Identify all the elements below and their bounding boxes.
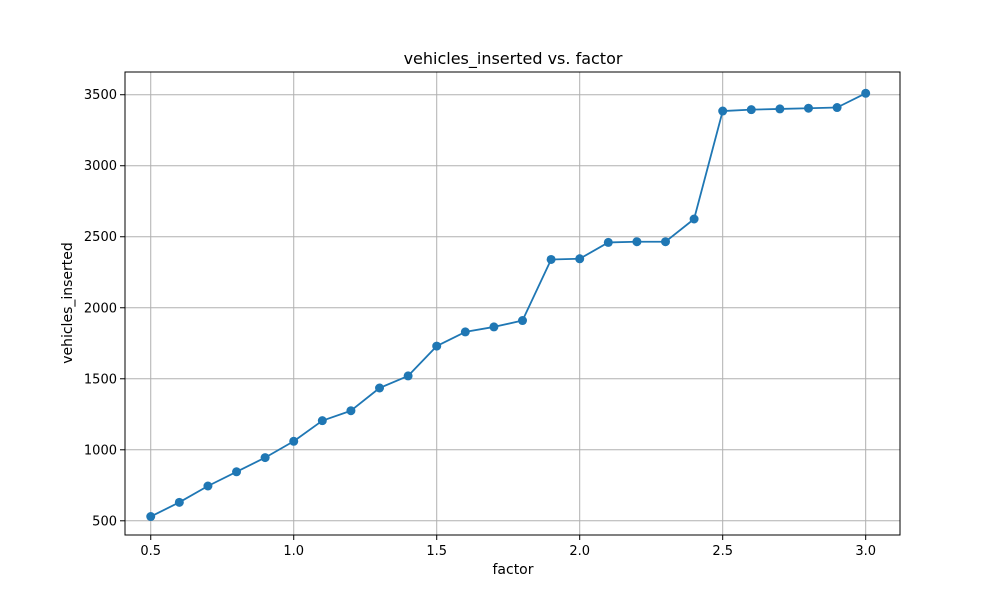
data-point (375, 383, 385, 393)
data-point (203, 481, 213, 491)
data-point (289, 436, 299, 446)
data-point (861, 88, 871, 98)
data-point (660, 237, 670, 247)
plot-frame (124, 71, 901, 536)
data-point (432, 341, 442, 351)
data-point (346, 406, 356, 416)
series-line (150, 92, 867, 518)
data-point (460, 327, 470, 337)
y-tick-label: 2000 (84, 301, 117, 316)
data-point (260, 453, 270, 463)
y-tick-label: 3500 (84, 88, 117, 103)
data-point (718, 106, 728, 116)
data-point (546, 254, 556, 264)
data-point (403, 371, 413, 381)
y-axis-ticks: 500 1000 1500 2000 2500 3000 3500 (84, 88, 125, 529)
grid-lines (125, 72, 900, 535)
y-tick-label: 2500 (84, 230, 117, 245)
series-group (146, 88, 871, 522)
y-tick-label: 500 (92, 514, 117, 529)
data-point (575, 254, 585, 264)
x-axis-ticks: 0.5 1.0 1.5 2.0 2.5 3.0 (140, 535, 876, 559)
data-point (803, 103, 813, 113)
data-point (632, 237, 642, 247)
data-point (689, 214, 699, 224)
data-point (489, 322, 499, 332)
chart-title: vehicles_inserted vs. factor (404, 49, 623, 69)
data-point (518, 316, 528, 326)
x-axis-label: factor (492, 562, 533, 578)
y-tick-label: 1000 (84, 443, 117, 458)
x-tick-label: 2.5 (712, 544, 733, 559)
data-point (603, 237, 613, 247)
data-point (146, 512, 156, 522)
x-tick-label: 2.0 (569, 544, 590, 559)
x-tick-label: 0.5 (140, 544, 161, 559)
x-tick-label: 1.5 (426, 544, 447, 559)
data-point (232, 467, 242, 477)
data-point (775, 104, 785, 114)
y-axis-label: vehicles_inserted (60, 242, 76, 364)
data-point (317, 416, 327, 426)
x-tick-label: 3.0 (855, 544, 876, 559)
data-point (174, 497, 184, 507)
data-point (746, 105, 756, 115)
data-point (832, 103, 842, 113)
y-tick-label: 1500 (84, 372, 117, 387)
y-tick-label: 3000 (84, 159, 117, 174)
x-tick-label: 1.0 (283, 544, 304, 559)
